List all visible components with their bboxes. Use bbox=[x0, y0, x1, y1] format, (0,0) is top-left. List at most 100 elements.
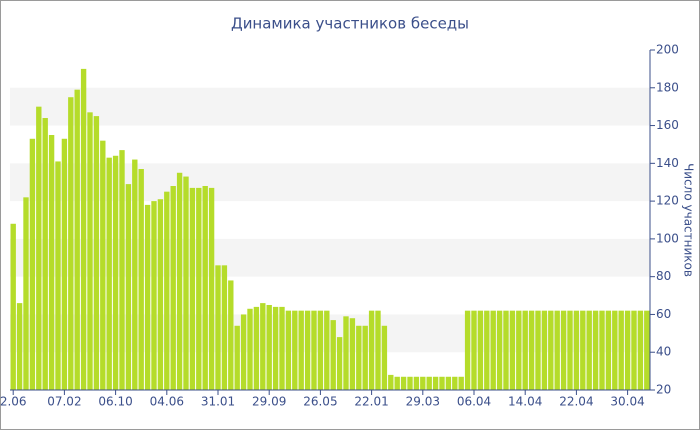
bar bbox=[324, 310, 330, 390]
bar bbox=[541, 310, 548, 390]
x-tick-label: 06.04 bbox=[457, 395, 491, 409]
bar bbox=[631, 310, 637, 390]
bar bbox=[503, 310, 509, 390]
x-tick-label: 29.09 bbox=[252, 395, 286, 409]
bar bbox=[394, 376, 400, 390]
bar bbox=[426, 376, 432, 390]
x-tick-label: 2.06 bbox=[0, 395, 27, 409]
bar bbox=[368, 310, 375, 390]
bar bbox=[586, 310, 592, 390]
bar bbox=[445, 376, 452, 390]
bar bbox=[516, 310, 522, 390]
bar bbox=[452, 376, 458, 390]
x-tick-label: 22.01 bbox=[354, 395, 388, 409]
bar bbox=[490, 310, 496, 390]
bar bbox=[106, 157, 112, 390]
y-tick-label: 160 bbox=[656, 118, 679, 132]
bar bbox=[42, 118, 48, 390]
bar bbox=[496, 310, 503, 390]
bar bbox=[522, 310, 528, 390]
bar bbox=[439, 376, 445, 390]
bar bbox=[343, 316, 349, 390]
bar bbox=[407, 376, 413, 390]
bar bbox=[292, 310, 298, 390]
bar bbox=[253, 306, 260, 390]
bar bbox=[74, 89, 80, 391]
y-axis-label: Число участников bbox=[682, 163, 696, 277]
bar bbox=[260, 303, 266, 390]
bar bbox=[560, 310, 567, 390]
bar bbox=[164, 191, 170, 390]
bar bbox=[240, 314, 247, 390]
bar bbox=[528, 310, 535, 390]
x-tick-label: 04.06 bbox=[150, 395, 184, 409]
bar bbox=[356, 325, 362, 390]
bar bbox=[119, 150, 125, 390]
bar bbox=[311, 310, 317, 390]
bar bbox=[285, 310, 292, 390]
bar bbox=[266, 305, 272, 390]
bar bbox=[61, 138, 68, 390]
bar bbox=[330, 320, 336, 390]
y-tick-label: 200 bbox=[656, 43, 679, 57]
bar bbox=[548, 310, 554, 390]
bar bbox=[80, 68, 87, 390]
bar bbox=[189, 187, 196, 390]
y-tick-label: 120 bbox=[656, 194, 679, 208]
bar bbox=[144, 204, 151, 390]
bar bbox=[618, 310, 624, 390]
bar bbox=[228, 280, 234, 390]
bar bbox=[624, 310, 631, 390]
bar bbox=[183, 176, 189, 390]
bar bbox=[87, 112, 93, 390]
bar bbox=[10, 223, 16, 390]
bar bbox=[304, 310, 311, 390]
bar bbox=[375, 310, 381, 390]
bar bbox=[68, 97, 74, 390]
x-tick-label: 30.04 bbox=[610, 395, 644, 409]
bar bbox=[29, 138, 36, 390]
bar bbox=[48, 135, 55, 390]
bar bbox=[458, 376, 464, 390]
grid-band bbox=[10, 87, 650, 126]
bar bbox=[112, 155, 119, 390]
bar bbox=[554, 310, 560, 390]
bar bbox=[509, 310, 516, 390]
bar bbox=[298, 310, 304, 390]
bar bbox=[420, 376, 426, 390]
bar bbox=[208, 187, 215, 390]
bar bbox=[202, 186, 208, 390]
x-tick-label: 14.04 bbox=[508, 395, 542, 409]
grid-band bbox=[10, 238, 650, 277]
bar bbox=[157, 199, 164, 390]
bar bbox=[464, 310, 471, 390]
bar bbox=[432, 376, 439, 390]
bar bbox=[573, 310, 580, 390]
bar bbox=[93, 116, 100, 390]
bar bbox=[234, 325, 240, 390]
bar bbox=[132, 159, 138, 390]
bar bbox=[567, 310, 573, 390]
bar bbox=[336, 337, 343, 390]
y-tick-label: 40 bbox=[656, 345, 671, 359]
bar bbox=[484, 310, 490, 390]
bar bbox=[612, 310, 618, 390]
bar bbox=[381, 325, 388, 390]
bar bbox=[471, 310, 477, 390]
bar bbox=[196, 187, 202, 390]
bar bbox=[580, 310, 586, 390]
bar bbox=[16, 303, 23, 390]
grid-band bbox=[10, 314, 650, 353]
x-tick-label: 29.03 bbox=[406, 395, 440, 409]
y-tick-label: 140 bbox=[656, 156, 679, 170]
x-tick-label: 31.01 bbox=[201, 395, 235, 409]
bar bbox=[349, 318, 356, 390]
grid-band bbox=[10, 163, 650, 202]
bar bbox=[388, 374, 394, 390]
bar bbox=[535, 310, 541, 390]
bar bbox=[36, 106, 42, 391]
bar bbox=[125, 184, 132, 390]
y-tick-label: 80 bbox=[656, 269, 671, 283]
bar bbox=[176, 172, 183, 390]
y-tick-label: 60 bbox=[656, 307, 671, 321]
